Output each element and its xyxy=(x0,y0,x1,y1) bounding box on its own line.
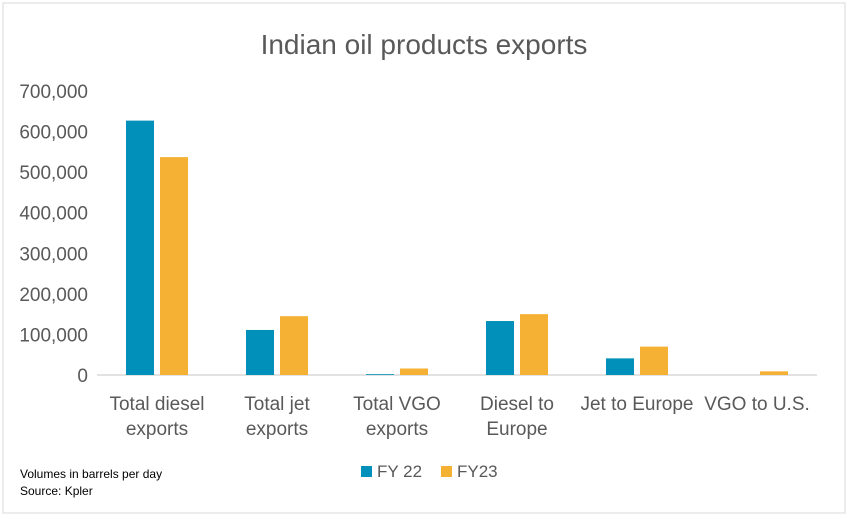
chart-title: Indian oil products exports xyxy=(261,29,588,60)
x-tick-label: Diesel to xyxy=(480,394,554,415)
y-tick-label: 500,000 xyxy=(19,163,88,184)
x-tick-label: VGO to U.S. xyxy=(704,394,810,415)
bar-fy22 xyxy=(246,329,274,375)
x-tick-label: Jet to Europe xyxy=(580,394,693,415)
y-tick-label: 700,000 xyxy=(19,82,88,103)
bar-fy22 xyxy=(606,358,634,375)
bar-fy23 xyxy=(760,371,788,375)
bar-fy22 xyxy=(366,374,394,375)
y-tick-label: 200,000 xyxy=(19,285,88,306)
y-tick-label: 100,000 xyxy=(19,325,88,346)
legend-label: FY 22 xyxy=(377,462,422,481)
x-tick-label: exports xyxy=(126,419,188,440)
y-tick-label: 600,000 xyxy=(19,123,88,144)
bar-fy22 xyxy=(486,321,514,375)
x-tick-label: Total diesel xyxy=(109,394,204,415)
bar-fy23 xyxy=(280,316,308,375)
y-tick-label: 300,000 xyxy=(19,244,88,265)
legend-swatch xyxy=(441,466,452,477)
bar-fy23 xyxy=(160,157,188,375)
note-units: Volumes in barrels per day xyxy=(20,467,162,481)
note-source: Source: Kpler xyxy=(20,484,93,498)
x-tick-label: exports xyxy=(366,419,428,440)
bar-fy23 xyxy=(520,314,548,375)
bar-fy22 xyxy=(126,120,154,375)
y-tick-label: 0 xyxy=(77,366,88,387)
x-tick-label: Europe xyxy=(486,419,547,440)
x-tick-label: Total jet xyxy=(244,394,310,415)
legend-swatch xyxy=(361,466,372,477)
bar-fy23 xyxy=(400,368,428,375)
y-tick-label: 400,000 xyxy=(19,204,88,225)
x-tick-label: exports xyxy=(246,419,308,440)
x-tick-label: Total VGO xyxy=(353,394,441,415)
legend-label: FY23 xyxy=(457,462,498,481)
bar-fy23 xyxy=(640,346,668,375)
